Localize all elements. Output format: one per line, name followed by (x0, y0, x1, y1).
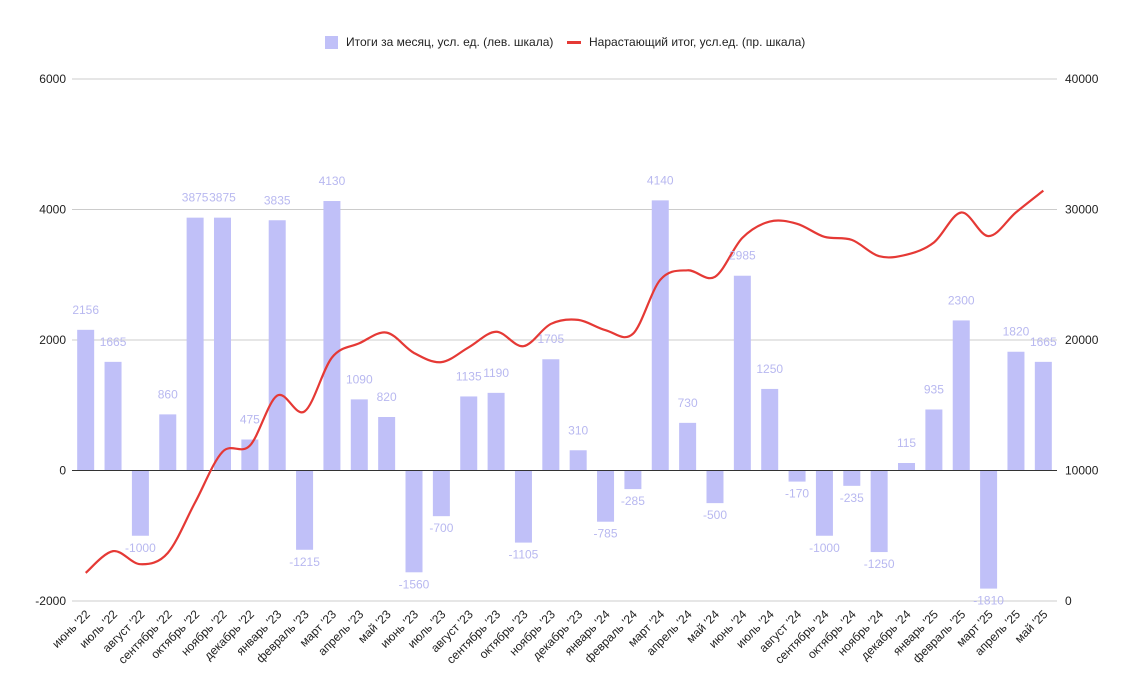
bar (870, 470, 888, 553)
bar-data-label: 935 (924, 382, 944, 396)
bar-data-label: 1090 (346, 372, 373, 386)
bar (296, 470, 314, 550)
bar-data-label: 2156 (72, 303, 99, 317)
bar-data-label: 730 (678, 396, 698, 410)
bar-data-label: 1135 (456, 369, 482, 383)
bar (761, 388, 779, 471)
bar-data-label: -1250 (864, 557, 895, 571)
bar-data-label: 1250 (756, 362, 783, 376)
bar-data-label: 3875 (182, 191, 209, 205)
bar-series (77, 200, 1052, 589)
left-tick-label: 2000 (39, 333, 66, 347)
legend-label-cumulative: Нарастающий итог, усл.ед. (пр. шкала) (589, 35, 805, 49)
bar (213, 217, 231, 471)
bar (597, 470, 615, 522)
bar (815, 470, 833, 536)
bar (898, 462, 916, 471)
legend-label-monthly: Итоги за месяц, усл. ед. (лев. шкала) (346, 35, 553, 49)
bar (843, 470, 861, 486)
bar (542, 359, 560, 471)
bar (350, 399, 368, 471)
bar-data-label: 860 (158, 387, 178, 401)
bar (432, 470, 450, 517)
right-tick-label: 20000 (1065, 333, 1099, 347)
bar (679, 422, 697, 471)
bar (405, 470, 423, 573)
bar-data-label: 310 (568, 423, 588, 437)
bar-data-label: -700 (429, 521, 453, 535)
line-series (84, 189, 1045, 574)
bar-data-label: -1000 (809, 541, 840, 555)
cumulative-line (84, 189, 1045, 574)
right-axis: 40000 30000 20000 10000 0 (1065, 72, 1099, 608)
right-tick-label: 30000 (1065, 203, 1099, 217)
bar-data-label: -235 (840, 491, 864, 505)
bar (514, 470, 532, 543)
left-tick-label: 4000 (39, 203, 66, 217)
bar (706, 470, 724, 504)
bar-data-label: 3835 (264, 193, 291, 207)
bar-data-label: 3875 (209, 191, 236, 205)
bar-data-label: -170 (785, 487, 809, 501)
bar (925, 409, 943, 471)
bar (788, 470, 806, 482)
legend-swatch-monthly (325, 36, 338, 49)
left-axis: 6000 4000 2000 0 -2000 (35, 72, 66, 608)
left-tick-label: 6000 (39, 72, 66, 86)
bar (186, 217, 204, 471)
right-tick-label: 10000 (1065, 464, 1099, 478)
bar-data-label: 1820 (1003, 325, 1030, 339)
bar-data-label: -1560 (399, 577, 430, 591)
bar (378, 416, 396, 471)
bar (268, 220, 286, 471)
bar-data-label: -785 (594, 527, 618, 541)
bar (241, 439, 259, 471)
bar (569, 450, 587, 471)
bar-data-label: -1215 (289, 555, 320, 569)
bar-data-label: 4140 (647, 173, 674, 187)
data-labels: 2156 1665 -1000 860 3875 3875 475 3835 -1215 4130… (72, 173, 1057, 607)
bar-data-label: 1190 (483, 366, 509, 380)
bar (1007, 351, 1025, 471)
bar-data-label: -1000 (125, 541, 156, 555)
bar (77, 329, 95, 471)
bar-data-label: 2300 (948, 293, 975, 307)
bar-data-label: 1665 (1030, 335, 1057, 349)
bar (460, 396, 478, 471)
bar-data-label: 2985 (729, 249, 756, 263)
bar (1034, 361, 1052, 471)
bar-data-label: -500 (703, 508, 727, 522)
bar (624, 470, 642, 490)
right-tick-label: 40000 (1065, 72, 1099, 86)
bar-data-label: -1810 (973, 594, 1004, 608)
bar-data-label: 475 (240, 413, 260, 427)
bar (487, 392, 505, 471)
bar (159, 414, 177, 471)
bar (952, 320, 970, 471)
bar-data-label: -285 (621, 494, 645, 508)
bar-data-label: 1705 (537, 332, 564, 346)
bar-data-label: 4130 (319, 174, 346, 188)
bar (651, 200, 669, 471)
bar (104, 361, 122, 471)
left-tick-label: -2000 (35, 594, 66, 608)
bar-data-label: -1105 (509, 548, 539, 562)
bar-data-label: 820 (377, 390, 397, 404)
bar (131, 470, 149, 536)
bar-data-label: 1665 (100, 335, 127, 349)
legend: Итоги за месяц, усл. ед. (лев. шкала) На… (325, 35, 805, 49)
right-tick-label: 0 (1065, 594, 1072, 608)
left-tick-label: 0 (59, 464, 66, 478)
bar (323, 201, 341, 471)
bar-data-label: 115 (897, 436, 916, 450)
bar (980, 470, 998, 589)
bar (733, 275, 751, 471)
